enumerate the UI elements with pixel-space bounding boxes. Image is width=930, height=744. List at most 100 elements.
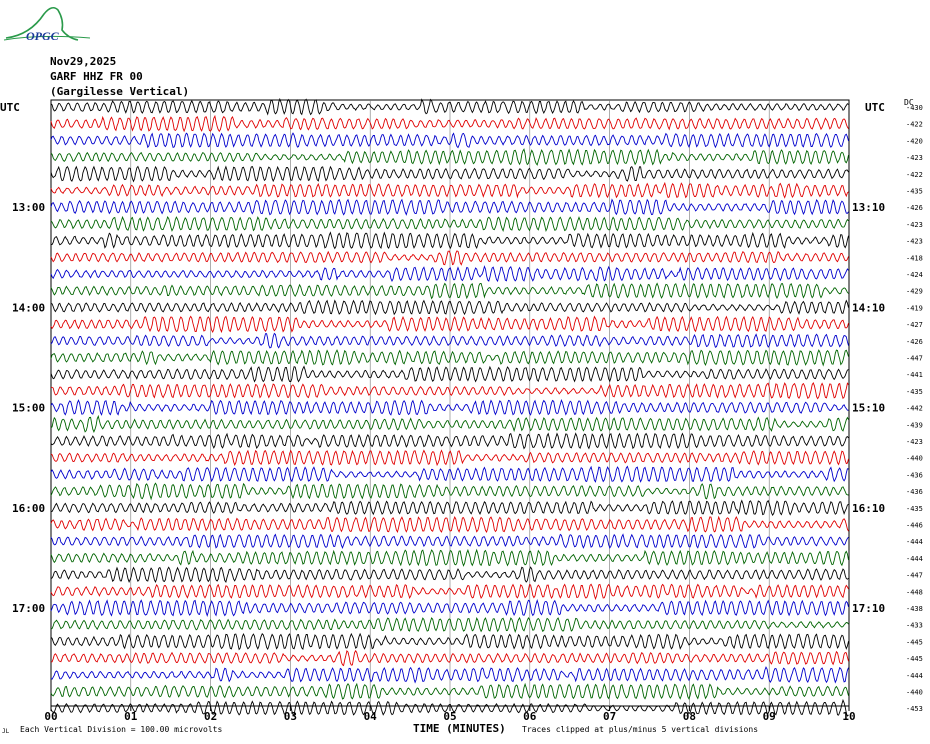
plot-grid	[50, 99, 850, 711]
footer-clip: Traces clipped at plus/minus 5 vertical …	[522, 725, 759, 734]
logo-mountain-shape	[5, 6, 79, 41]
x-tick-label: 03	[284, 710, 297, 723]
dc-offset-label: -436	[906, 488, 923, 496]
trace-line	[50, 97, 849, 116]
trace-line	[50, 282, 849, 300]
trace-line	[50, 533, 849, 550]
dc-offset-label: -422	[906, 171, 923, 179]
right-hour-label: 14:10	[852, 301, 885, 314]
dc-offset-label: -423	[906, 238, 923, 246]
left-hour-label: 17:00	[12, 602, 45, 615]
x-tick-label: 08	[683, 710, 696, 723]
left-hour-label: 15:00	[12, 402, 45, 415]
trace-line	[50, 465, 849, 483]
trace-line	[50, 299, 849, 316]
right-hour-label: 13:10	[852, 201, 885, 214]
trace-line	[50, 398, 849, 416]
dc-offset-label: -419	[906, 304, 923, 312]
trace-line	[50, 666, 849, 684]
trace-line	[50, 181, 849, 199]
dc-offset-label: -426	[906, 338, 923, 346]
trace-line	[50, 215, 849, 233]
trace-line	[50, 132, 849, 149]
dc-offset-label: -430	[906, 104, 923, 112]
header-date: Nov29,2025	[50, 55, 117, 68]
dc-offset-label: -444	[906, 555, 923, 563]
trace-line	[50, 698, 849, 717]
dc-offset-label: -423	[906, 438, 923, 446]
dc-offset-label: -439	[906, 421, 923, 429]
trace-line	[50, 250, 849, 266]
trace-line	[50, 332, 849, 349]
x-tick-label: 04	[364, 710, 378, 723]
dc-offset-label: -447	[906, 355, 923, 363]
x-tick-label: 06	[523, 710, 537, 723]
dc-offset-label: -445	[906, 638, 923, 646]
trace-line	[50, 231, 849, 250]
trace-line	[50, 649, 849, 667]
right-hour-label: 16:10	[852, 502, 885, 515]
left-hour-label: 14:00	[12, 301, 45, 314]
trace-line	[50, 548, 849, 567]
header-station: GARF HHZ FR 00	[50, 70, 143, 83]
trace-line	[50, 265, 849, 283]
header-location: (Gargilesse Vertical)	[50, 85, 190, 98]
dc-offset-label: -418	[906, 254, 923, 262]
axis-labels: 00 01 02 03 04 05 06 07 08 09 10 -430 -422 -420 -423 -4…	[12, 104, 923, 723]
x-tick-label: 01	[124, 710, 138, 723]
dc-offset-label: -435	[906, 505, 923, 513]
dc-offset-label: -427	[906, 321, 923, 329]
trace-line	[50, 198, 849, 216]
trace-line	[50, 482, 849, 501]
x-tick-label: 07	[603, 710, 616, 723]
dc-offset-label: -438	[906, 605, 923, 613]
dc-offset-label: -433	[906, 622, 923, 630]
dc-offset-label: -447	[906, 572, 923, 580]
x-tick-label: 05	[443, 710, 456, 723]
trace-line	[50, 632, 849, 651]
right-hour-label: 15:10	[852, 402, 885, 415]
dc-offset-label: -444	[906, 672, 923, 680]
trace-line	[50, 449, 849, 467]
trace-line	[50, 382, 849, 400]
dc-offset-label: -435	[906, 188, 923, 196]
dc-offset-label: -445	[906, 655, 923, 663]
dc-offset-label: -448	[906, 588, 923, 596]
traces	[50, 97, 849, 717]
x-tick-label: 00	[44, 710, 57, 723]
trace-line	[50, 616, 849, 633]
x-tick-label: 09	[763, 710, 776, 723]
dc-offset-label: -423	[906, 221, 923, 229]
footer-scale: Each Vertical Division = 100.00 microvol…	[20, 725, 223, 734]
x-tick-label: 10	[842, 710, 855, 723]
dc-offset-label: -420	[906, 137, 923, 145]
dc-offset-label: -442	[906, 405, 923, 413]
right-hour-label: 17:10	[852, 602, 885, 615]
trace-line	[50, 515, 849, 534]
footer-corner: JL	[2, 728, 10, 735]
left-hour-label: 16:00	[12, 502, 45, 515]
logo-swoosh	[3, 35, 91, 41]
dc-offset-label: -426	[906, 204, 923, 212]
trace-line	[50, 315, 849, 334]
trace-line	[50, 349, 849, 367]
dc-offset-label: -440	[906, 455, 923, 463]
dc-offset-label: -444	[906, 538, 923, 546]
trace-line	[50, 165, 849, 183]
dc-offset-label: -440	[906, 689, 923, 697]
logo: OPGC	[3, 6, 91, 43]
trace-line	[50, 598, 849, 617]
dc-offset-label: -441	[906, 371, 923, 379]
dc-offset-label: -423	[906, 154, 923, 162]
trace-line	[50, 414, 849, 433]
trace-line	[50, 365, 849, 383]
dc-offset-label: -422	[906, 121, 923, 129]
dc-offset-label: -453	[906, 705, 923, 713]
dc-offset-label: -424	[906, 271, 923, 279]
utc-right-label: UTC	[865, 101, 885, 114]
trace-line	[50, 148, 849, 166]
dc-offset-label: -429	[906, 288, 923, 296]
x-tick-label: 02	[204, 710, 217, 723]
trace-line	[50, 499, 849, 516]
logo-text: OPGC	[26, 29, 60, 43]
